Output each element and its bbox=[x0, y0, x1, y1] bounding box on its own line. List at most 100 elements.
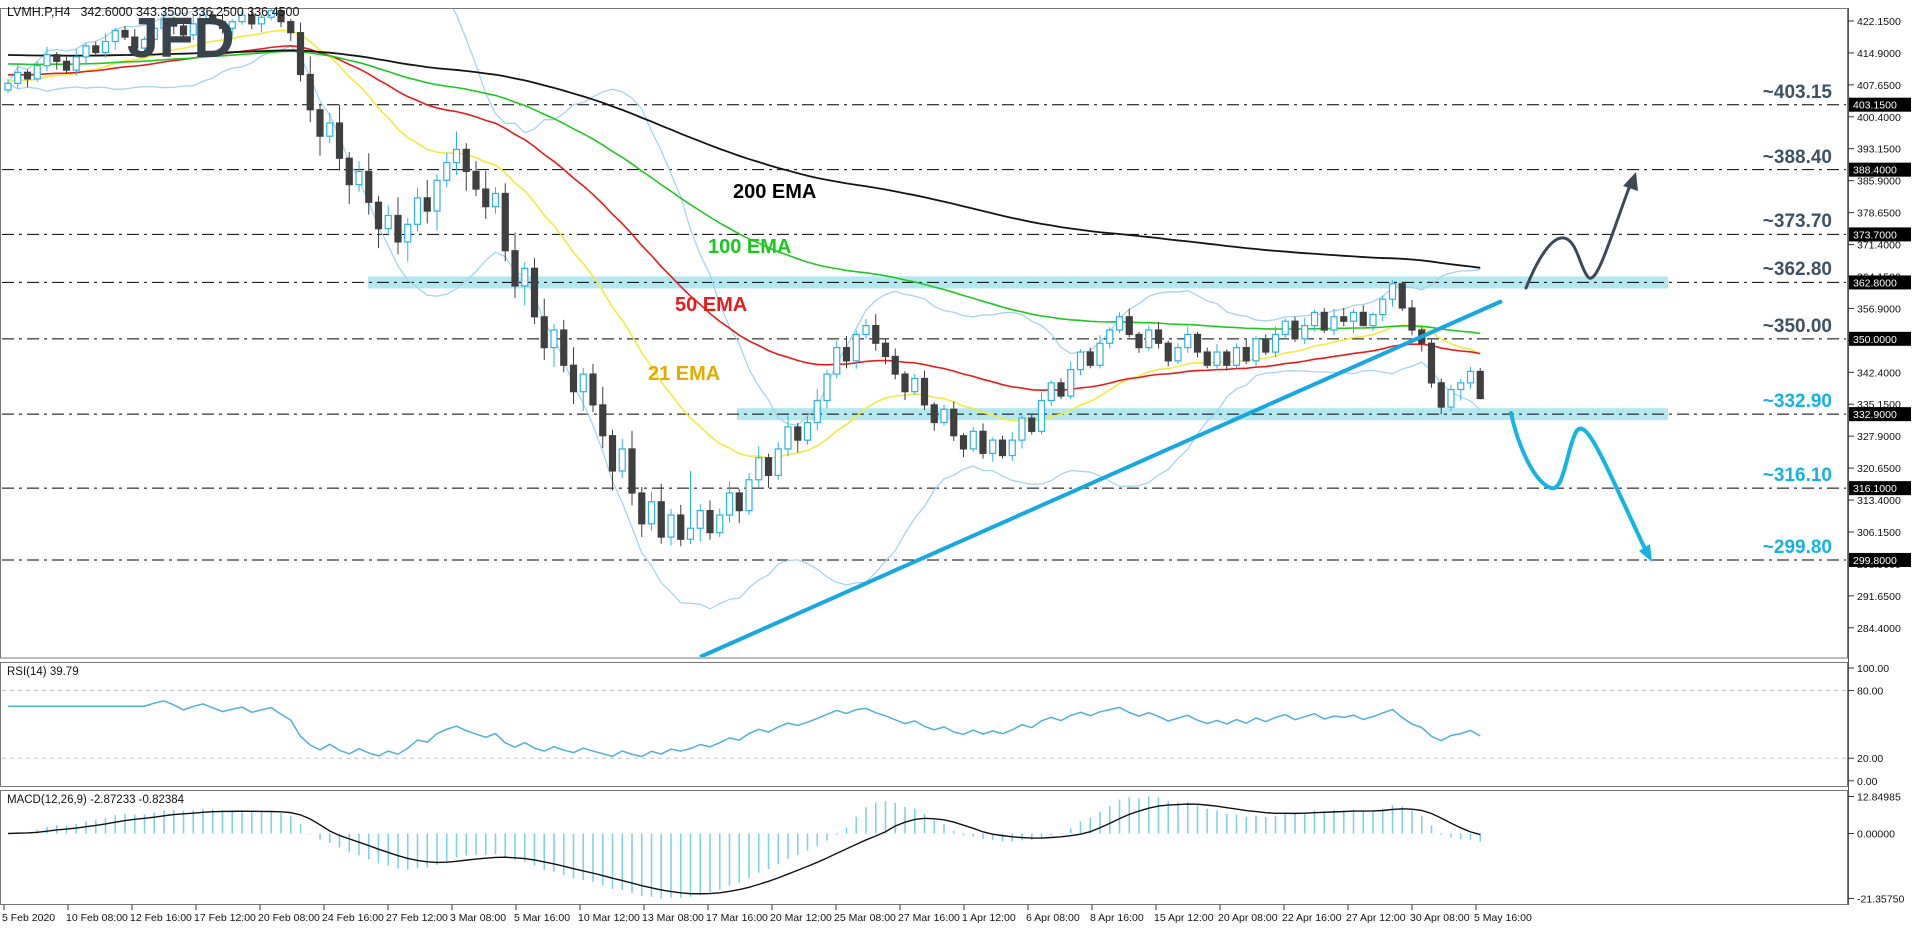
panel-frames bbox=[0, 8, 1849, 905]
bull-candle bbox=[413, 197, 422, 225]
cyan-scenario-arrowhead bbox=[1639, 544, 1652, 562]
date-label: 30 Apr 08:00 bbox=[1410, 912, 1470, 924]
dark-scenario-arrow[interactable] bbox=[1524, 178, 1634, 290]
price-tick-label: 393.1500 bbox=[1857, 144, 1901, 156]
level-chip-bg bbox=[1849, 275, 1911, 290]
bull-candle bbox=[755, 457, 763, 481]
bear-candle bbox=[569, 364, 578, 393]
bull-candle bbox=[257, 16, 266, 25]
bull-candle bbox=[1310, 311, 1319, 327]
ema-label-200: 200 EMA bbox=[733, 181, 817, 203]
level-chip: 316.1000 bbox=[1853, 483, 1897, 495]
bollinger-upper bbox=[7, 9, 1481, 426]
bull-candle bbox=[326, 122, 334, 137]
bear-candle bbox=[842, 347, 851, 362]
bull-candle bbox=[111, 29, 119, 43]
bear-candle bbox=[1427, 342, 1436, 384]
bull-candle bbox=[43, 54, 51, 67]
macd-tick-label: -21.35750 bbox=[1857, 894, 1904, 906]
bull-candle bbox=[1106, 329, 1114, 344]
rsi-tick-label: 20.00 bbox=[1857, 753, 1883, 765]
bear-candle bbox=[1359, 311, 1367, 327]
date-label: 10 Feb 08:00 bbox=[66, 912, 128, 924]
level-label-388.4: ~388.40 bbox=[1762, 146, 1832, 168]
level-chip: 350.0000 bbox=[1853, 334, 1897, 346]
bear-candle bbox=[589, 373, 597, 406]
bear-candle bbox=[501, 192, 509, 252]
price-tick-label: 371.4000 bbox=[1857, 240, 1901, 252]
ema-100-line bbox=[7, 50, 1481, 335]
bull-candle bbox=[33, 65, 41, 80]
bear-candle bbox=[1193, 333, 1202, 353]
date-label: 20 Feb 08:00 bbox=[258, 912, 320, 924]
bull-candle bbox=[1096, 342, 1104, 366]
ema-label-100: 100 EMA bbox=[708, 236, 792, 258]
ascending-trendline[interactable] bbox=[699, 299, 1503, 657]
bear-candle bbox=[920, 377, 929, 406]
level-label-373.7: ~373.70 bbox=[1762, 211, 1832, 233]
price-tick-label: 320.6500 bbox=[1857, 463, 1901, 475]
rsi-label: RSI(14) 39.79 bbox=[7, 666, 79, 678]
bull-candle bbox=[862, 325, 870, 336]
date-label: 10 Mar 12:00 bbox=[578, 912, 640, 924]
bull-candle bbox=[696, 510, 704, 529]
date-label: 27 Feb 12:00 bbox=[386, 912, 448, 924]
level-chip: 388.4000 bbox=[1853, 165, 1897, 177]
rsi-tick-label: 80.00 bbox=[1857, 686, 1883, 698]
bull-candle bbox=[1252, 338, 1260, 362]
ema-label-21: 21 EMA bbox=[648, 363, 721, 385]
bear-candle bbox=[901, 373, 909, 393]
bear-candle bbox=[306, 73, 314, 111]
dark-scenario-arrowhead bbox=[1623, 172, 1638, 191]
bull-candle bbox=[1184, 333, 1192, 349]
bear-candle bbox=[1398, 283, 1406, 309]
price-tick-label: 400.4000 bbox=[1857, 112, 1901, 124]
bear-candle bbox=[1476, 370, 1484, 400]
date-label: 15 Apr 12:00 bbox=[1154, 912, 1214, 924]
bear-candle bbox=[1262, 338, 1270, 353]
price-tick-label: 306.1500 bbox=[1857, 527, 1901, 539]
cyan-scenario-arrow[interactable] bbox=[1509, 411, 1648, 553]
level-chip: 362.8000 bbox=[1853, 277, 1897, 289]
bull-candle bbox=[716, 514, 724, 534]
bear-candle bbox=[1320, 311, 1328, 331]
bear-candle bbox=[1291, 320, 1299, 340]
bear-candle bbox=[638, 492, 646, 525]
price-tick-label: 407.6500 bbox=[1857, 80, 1901, 92]
price-tick-label: 422.1500 bbox=[1857, 16, 1901, 28]
date-axis bbox=[3, 905, 1477, 910]
bull-candle bbox=[1115, 316, 1124, 331]
bear-candle bbox=[131, 36, 139, 49]
bear-candle bbox=[979, 430, 987, 454]
bull-candle bbox=[1232, 347, 1241, 366]
price-tick-label: 327.9000 bbox=[1857, 431, 1901, 443]
date-label: 5 Mar 16:00 bbox=[514, 912, 571, 924]
bull-candle bbox=[823, 373, 831, 402]
bull-candle bbox=[4, 82, 12, 91]
bear-candle bbox=[794, 426, 802, 441]
level-label-299.8: ~299.80 bbox=[1762, 536, 1832, 558]
date-label: 27 Mar 16:00 bbox=[898, 912, 960, 924]
level-chip: 403.1500 bbox=[1853, 100, 1897, 112]
bear-candle bbox=[482, 188, 490, 208]
bear-candle bbox=[462, 148, 470, 173]
macd-tick-label: 12.84985 bbox=[1857, 792, 1901, 804]
bear-candle bbox=[628, 448, 636, 494]
bull-candle bbox=[82, 45, 90, 58]
bear-candle bbox=[677, 514, 685, 540]
bull-candle bbox=[1369, 313, 1377, 327]
bear-candle bbox=[511, 250, 519, 287]
bull-candle bbox=[969, 430, 977, 450]
bull-candle bbox=[989, 439, 997, 454]
bear-candle bbox=[423, 197, 431, 212]
bear-candle bbox=[530, 267, 539, 318]
bear-candle bbox=[1125, 316, 1133, 336]
bull-candle bbox=[199, 14, 207, 25]
bull-candle bbox=[1037, 399, 1046, 432]
bear-candle bbox=[599, 404, 607, 437]
level-chip: 332.9000 bbox=[1853, 409, 1897, 421]
bear-candle bbox=[930, 404, 938, 424]
bull-candle bbox=[667, 514, 675, 538]
bear-candle bbox=[881, 342, 890, 358]
